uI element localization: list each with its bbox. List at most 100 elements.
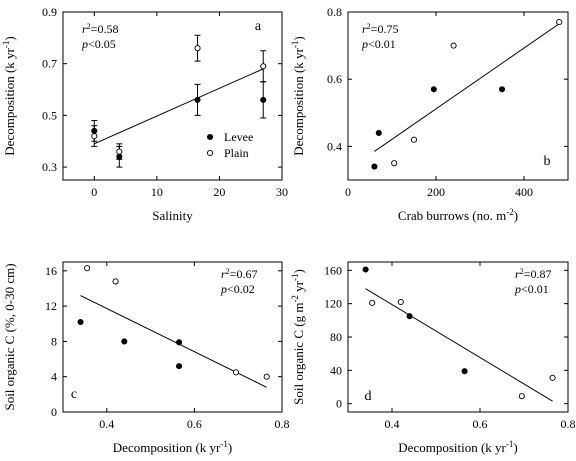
r-value: =0.87 [524,267,552,281]
data-point-open [391,160,398,167]
y-axis-label-part: yr [291,280,306,295]
p-symbol: p [361,37,368,51]
legend-label: Levee [224,130,253,144]
y-axis-label-part: Soil organic C (g m [291,303,306,405]
r-exponent: 2 [87,22,91,31]
y-axis-label: Decomposition (k yr-1) [290,36,306,155]
x-axis-label-part: Crab burrows (no. m [398,208,506,223]
data-point-open [116,148,123,155]
legend-marker [206,133,214,141]
y-tick-label: 8 [51,334,57,348]
x-tick-label: 0.4 [99,417,114,431]
data-point-open [91,133,98,140]
x-axis-label-part: ) [228,440,232,455]
y-tick-label: 0.7 [42,57,57,71]
data-point-filled [260,96,267,103]
r-symbol: r [515,267,520,281]
y-axis-label-part: -2 [290,295,300,303]
p-symbol: p [514,282,521,296]
x-tick-label: 0.4 [385,417,400,431]
p-symbol: p [220,282,227,296]
x-tick-label: 400 [515,185,533,199]
r-squared-label: r2=0.58 [82,22,118,37]
r-squared-label: r2=0.67 [221,267,257,282]
p-symbol: p [81,37,88,51]
x-axis-label-part: -2 [506,207,514,217]
data-point-open [556,19,563,26]
y-tick-label: 0.4 [327,139,342,153]
y-tick-label: 40 [330,363,342,377]
data-point-open [549,374,556,381]
plot-frame [347,11,569,181]
r-exponent: 2 [226,267,230,276]
panel-letter: a [255,19,262,34]
panel-letter: d [365,389,372,404]
y-tick-label: 0 [51,405,57,419]
r-value: =0.67 [230,267,258,281]
x-tick-label: 10 [151,185,163,199]
x-tick-label: 200 [427,185,445,199]
x-axis-label-part: -1 [506,439,514,449]
data-point-filled [461,368,468,375]
p-value: <0.02 [227,282,255,296]
y-tick-label: 16 [45,264,57,278]
r-squared-label: r2=0.75 [362,22,398,37]
x-tick-label: 0 [345,185,351,199]
y-axis-label-part: Soil organic C (%, 0-30 cm) [2,263,17,410]
y-tick-label: 0.8 [327,5,342,19]
data-point-open [112,278,119,285]
panel-a: 0 10 20 30 0.3 0.5 0.7 0.9 Salinity Decomposition… [1,5,288,223]
x-tick-label: 0 [91,185,97,199]
r-symbol: r [362,22,367,36]
data-point-filled [121,338,128,345]
y-axis-label: Soil organic C (g m-2 yr-1) [290,269,306,405]
legend-marker [206,149,214,157]
x-axis-label-part: Decomposition (k yr [113,440,221,455]
p-value-label: p<0.01 [514,282,549,296]
y-axis-label-part: ) [291,269,306,273]
y-axis-label-part: Decomposition (k yr [291,47,306,155]
y-axis-label-part: ) [2,36,17,40]
x-axis-label-part: ) [513,440,517,455]
x-tick-label: 20 [213,185,225,199]
y-tick-label: 120 [324,297,342,311]
y-tick-label: 80 [330,330,342,344]
data-point-open [260,63,267,70]
data-point-open [84,265,91,272]
regression-line [94,68,264,145]
data-point-filled [77,318,84,326]
data-point-open [194,45,201,52]
y-axis-label-part: -1 [290,273,300,281]
data-point-filled [194,96,201,103]
plot-frame [62,11,283,181]
panel-c: 0.4 0.6 0.8 0 4 8 12 16 Decomposition (k yr-1) So… [2,261,290,455]
r-value: =0.58 [91,22,119,36]
data-point-open [369,299,376,306]
p-value: <0.01 [521,282,549,296]
data-point-filled [176,363,183,370]
y-axis-label-part: Decomposition (k yr [2,47,17,155]
r-symbol: r [82,22,87,36]
y-tick-label: 160 [324,263,342,277]
x-axis-label: Crab burrows (no. m-2) [398,207,518,223]
p-value-label: p<0.05 [81,37,116,51]
panel-letter: b [544,154,551,169]
r-exponent: 2 [520,267,524,276]
data-point-open [263,373,270,380]
data-point-filled [371,163,378,170]
data-point-filled [362,266,369,273]
data-point-open [410,136,418,143]
data-point-filled [176,339,183,346]
r-squared-label: r2=0.87 [515,267,551,282]
plot-frame [62,261,283,413]
r-value: =0.75 [371,22,399,36]
data-point-filled [406,313,413,320]
data-point-open [397,298,404,306]
y-tick-label: 4 [51,370,57,384]
data-point-open [232,369,240,376]
y-axis-label: Decomposition (k yr-1) [1,36,17,155]
data-point-open [518,393,525,400]
x-axis-label: Salinity [152,208,193,223]
